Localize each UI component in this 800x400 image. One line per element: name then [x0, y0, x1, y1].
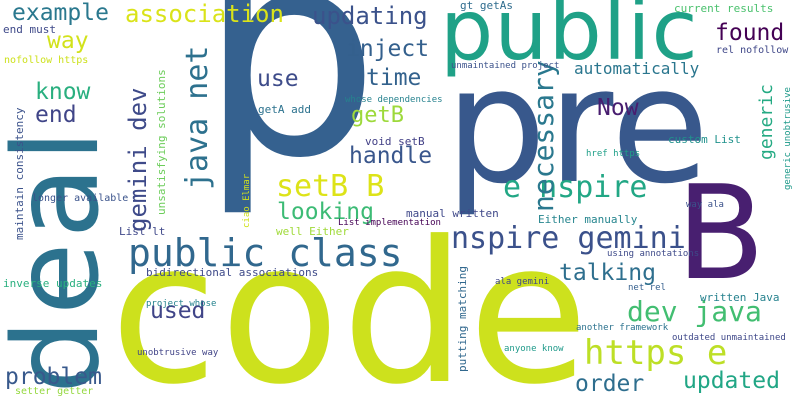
word-longer-available: longer available — [32, 193, 129, 204]
word-manual-written: manual written — [406, 207, 499, 220]
word-java-net: java net — [180, 45, 215, 191]
word-way: way — [47, 28, 89, 54]
word-code: code — [110, 200, 591, 400]
word-way-ala: way ala — [686, 200, 724, 210]
word-getB: getB — [351, 103, 404, 128]
word-maintain-consistency: maintain consistency — [13, 107, 26, 240]
word-rel-nofollow: rel nofollow — [716, 45, 789, 56]
word-whose-dependencies: whose dependencies — [345, 95, 443, 105]
word-inject: inject — [346, 36, 430, 62]
word-anyone-know: anyone know — [504, 344, 564, 354]
word-ciao-Elmar: ciao Elmar — [242, 173, 252, 228]
word-necessary: necessary — [527, 60, 560, 212]
word-getA-add: getA add — [258, 103, 311, 116]
word-updating: updating — [312, 2, 428, 30]
word-problem: problem — [5, 364, 102, 390]
word-current-results: current results — [674, 2, 774, 15]
word-inverse-updates: inverse updates — [3, 277, 103, 290]
word-found: found — [715, 20, 785, 46]
word-order: order — [575, 371, 645, 397]
word-use: use — [257, 66, 299, 92]
word-updated: updated — [683, 368, 780, 394]
word-setB-B: setB B — [276, 169, 385, 204]
word-nspire-gemini: nspire gemini — [451, 221, 686, 256]
word-pre: pre — [445, 32, 711, 219]
word-Now: Now — [597, 95, 639, 121]
word-https-e: https e — [584, 333, 728, 373]
word-association: association — [125, 0, 284, 28]
word-gemini-dev: gemini dev — [124, 87, 152, 233]
word-used: used — [150, 298, 206, 324]
word-public: public — [440, 0, 699, 79]
word-end: end — [35, 102, 77, 128]
word-Either-manually: Either manually — [538, 213, 638, 226]
word-unobtrusive-way: unobtrusive way — [137, 348, 219, 358]
word-gt-getAs: gt getAs — [460, 0, 513, 12]
word-project-whose: project whose — [146, 299, 217, 309]
word-bidirectional-associations: bidirectional associations — [146, 266, 319, 279]
word-List-lt: List lt — [119, 225, 166, 238]
word-B: B — [676, 157, 766, 309]
word-outdated-unmaintained: outdated unmaintained — [672, 333, 786, 343]
word-e-nspire: e nspire — [503, 170, 648, 205]
word-unmaintained-project: unmaintained project — [451, 61, 560, 71]
word-handle: handle — [349, 143, 433, 169]
word-generic-unobtrusive: generic unobtrusive — [783, 87, 793, 190]
word-href-https: href https — [586, 149, 641, 159]
word-void-setB: void setB — [365, 135, 425, 148]
word-nofollow-https: nofollow https — [4, 55, 89, 66]
word-dev-java: dev java — [627, 295, 762, 328]
word-end-must: end must — [3, 23, 56, 36]
word-setter-getter: setter getter — [15, 386, 94, 397]
word-time: time — [366, 65, 422, 91]
word-putting-matching: putting matching — [456, 266, 469, 372]
word-custom-List: custom List — [668, 133, 741, 146]
word-looking: looking — [277, 199, 374, 225]
word-example: example — [12, 0, 109, 26]
word-public-class: public class — [128, 231, 403, 275]
word-know: know — [35, 79, 91, 105]
word-written-Java: written Java — [700, 291, 780, 304]
word-List-implementation: List implementation — [338, 218, 441, 228]
word-ala-gemini: ala gemini — [495, 277, 550, 287]
word-automatically: automatically — [574, 59, 700, 78]
word-talking: talking — [559, 260, 656, 286]
word-well-Either: well Either — [276, 225, 349, 238]
word-another-framework: another framework — [576, 323, 669, 333]
word-p: p — [199, 0, 380, 221]
word-generic: generic — [756, 84, 777, 160]
word-using-annotations: using annotations — [607, 249, 700, 259]
word-unsatisfying-solutions: unsatisfying solutions — [155, 69, 168, 215]
word-net-rel: net rel — [628, 283, 666, 293]
